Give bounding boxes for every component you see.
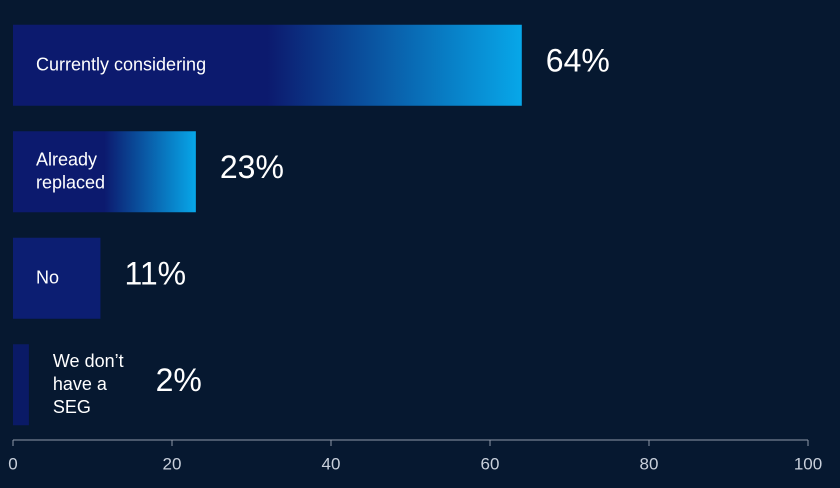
category-label: We don’t have a SEG — [53, 351, 124, 417]
x-tick-label: 100 — [794, 454, 822, 473]
category-label: Already replaced — [36, 149, 105, 192]
x-tick-label: 0 — [8, 454, 17, 473]
x-tick-label: 20 — [163, 454, 182, 473]
value-label: 2% — [156, 362, 202, 398]
bar — [13, 131, 196, 213]
value-label: 11% — [124, 256, 186, 292]
category-label: No — [36, 267, 59, 287]
value-label: 23% — [220, 149, 284, 185]
x-tick-label: 60 — [481, 454, 500, 473]
category-label: Currently considering — [36, 54, 206, 74]
bar — [13, 24, 522, 106]
value-label: 64% — [546, 43, 610, 79]
x-tick-label: 80 — [640, 454, 659, 473]
x-tick-label: 40 — [322, 454, 341, 473]
bar — [13, 344, 29, 426]
bar — [13, 237, 101, 319]
